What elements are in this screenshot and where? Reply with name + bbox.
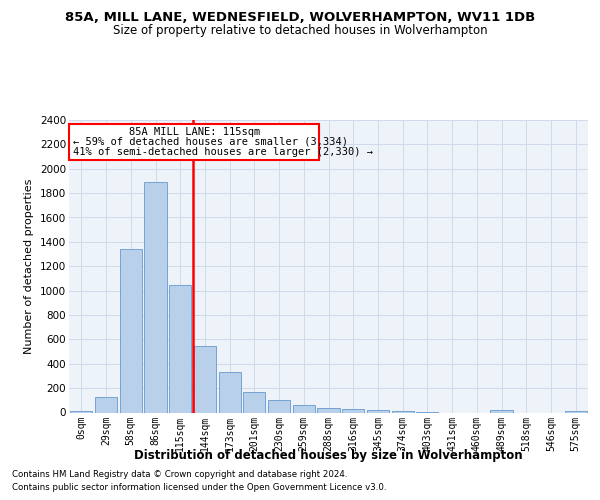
Text: 41% of semi-detached houses are larger (2,330) →: 41% of semi-detached houses are larger (… bbox=[73, 146, 373, 156]
Text: 85A MILL LANE: 115sqm: 85A MILL LANE: 115sqm bbox=[128, 126, 260, 136]
Bar bbox=[490, 410, 512, 412]
Bar bbox=[268, 400, 290, 412]
Bar bbox=[317, 408, 340, 412]
Bar bbox=[392, 410, 414, 412]
Text: Contains HM Land Registry data © Crown copyright and database right 2024.: Contains HM Land Registry data © Crown c… bbox=[12, 470, 347, 479]
Bar bbox=[367, 410, 389, 412]
Text: Contains public sector information licensed under the Open Government Licence v3: Contains public sector information licen… bbox=[12, 484, 386, 492]
Bar bbox=[342, 409, 364, 412]
Bar bbox=[145, 182, 167, 412]
Bar bbox=[565, 410, 587, 412]
Bar bbox=[243, 392, 265, 412]
Bar bbox=[119, 249, 142, 412]
Bar bbox=[169, 285, 191, 412]
Bar bbox=[70, 410, 92, 412]
Text: Distribution of detached houses by size in Wolverhampton: Distribution of detached houses by size … bbox=[134, 448, 523, 462]
Bar bbox=[218, 372, 241, 412]
Bar bbox=[95, 398, 117, 412]
Bar bbox=[293, 405, 315, 412]
Text: 85A, MILL LANE, WEDNESFIELD, WOLVERHAMPTON, WV11 1DB: 85A, MILL LANE, WEDNESFIELD, WOLVERHAMPT… bbox=[65, 11, 535, 24]
Text: ← 59% of detached houses are smaller (3,334): ← 59% of detached houses are smaller (3,… bbox=[73, 136, 348, 146]
Text: Size of property relative to detached houses in Wolverhampton: Size of property relative to detached ho… bbox=[113, 24, 487, 37]
FancyBboxPatch shape bbox=[70, 124, 319, 160]
Y-axis label: Number of detached properties: Number of detached properties bbox=[25, 178, 34, 354]
Bar bbox=[194, 346, 216, 412]
